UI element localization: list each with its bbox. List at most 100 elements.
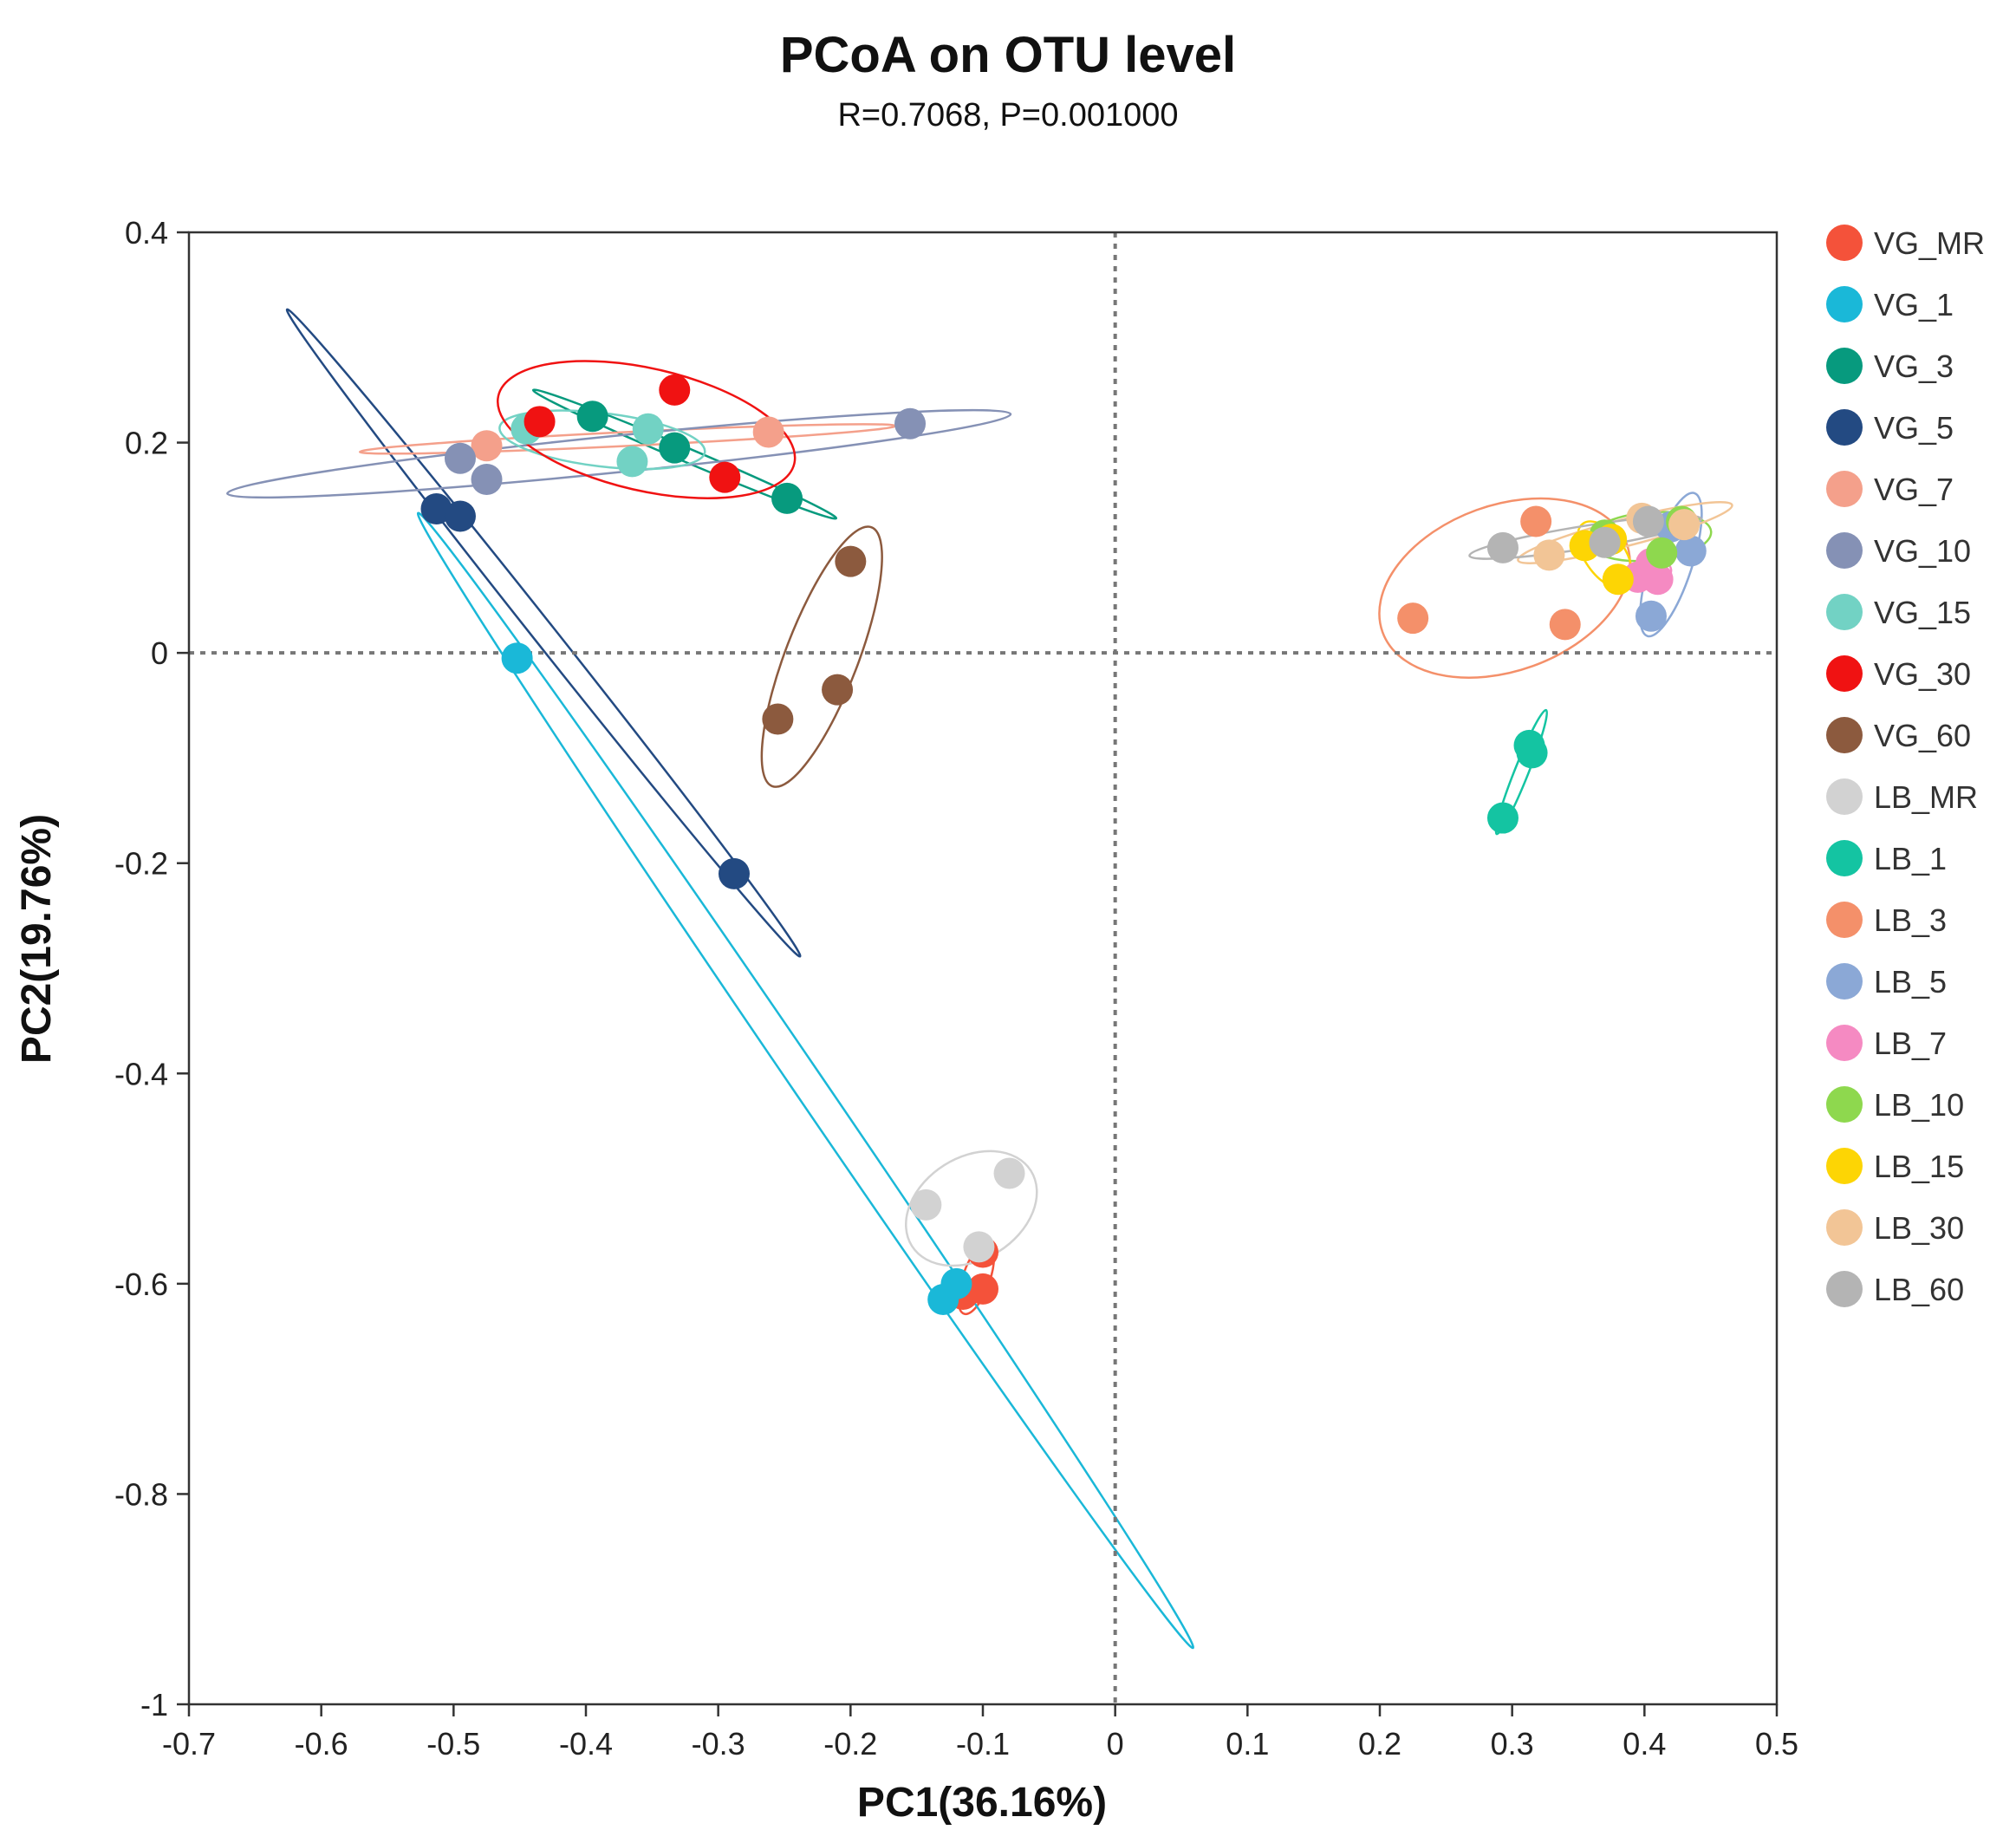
legend-label: LB_10 <box>1874 1087 1964 1123</box>
legend-label: LB_3 <box>1874 902 1947 938</box>
legend-marker <box>1826 532 1863 569</box>
legend-label: VG_60 <box>1874 718 1971 753</box>
legend-label: VG_30 <box>1874 656 1971 692</box>
point-LB_1 <box>1516 737 1548 769</box>
x-tick-label: 0.4 <box>1623 1726 1666 1762</box>
legend-marker <box>1826 1086 1863 1123</box>
point-VG_7 <box>471 430 503 462</box>
legend-item-LB_10: LB_10 <box>1826 1086 1964 1123</box>
legend-marker <box>1826 348 1863 384</box>
point-VG_3 <box>576 401 608 433</box>
legend-item-VG_5: VG_5 <box>1826 409 1954 446</box>
legend-item-VG_30: VG_30 <box>1826 655 1971 692</box>
y-tick-label: -0.6 <box>114 1267 168 1302</box>
legend-marker <box>1826 409 1863 446</box>
legend-item-LB_7: LB_7 <box>1826 1025 1947 1061</box>
axes: -0.7 -0.6 -0.5 -0.4 -0.3 -0.2 -0.1 0 0.1 0.2 0.3 0.… <box>114 215 1798 1762</box>
legend-item-VG_3: VG_3 <box>1826 348 1954 384</box>
ellipse-LB_3 <box>1378 497 1631 679</box>
legend-marker <box>1826 286 1863 322</box>
legend-label: LB_60 <box>1874 1272 1964 1307</box>
point-VG_15 <box>616 446 648 478</box>
legend-marker <box>1826 717 1863 753</box>
point-VG_3 <box>659 432 691 464</box>
point-VG_60 <box>835 545 867 577</box>
point-VG_5 <box>420 492 452 524</box>
point-LB_30 <box>1668 509 1701 541</box>
x-tick-label: 0 <box>1107 1726 1124 1762</box>
x-tick-label: 0.5 <box>1755 1726 1798 1762</box>
x-tick-label: -0.3 <box>692 1726 745 1762</box>
x-tick-label: 0.1 <box>1226 1726 1269 1762</box>
point-VG_15 <box>632 413 664 445</box>
legend-item-LB_3: LB_3 <box>1826 902 1947 938</box>
point-VG_1 <box>501 642 533 674</box>
y-tick-label: -0.2 <box>114 846 168 882</box>
point-LB_60 <box>1632 505 1664 537</box>
x-tick-label: -0.6 <box>295 1726 348 1762</box>
legend-label: VG_3 <box>1874 348 1954 384</box>
point-VG_60 <box>822 674 854 706</box>
point-VG_60 <box>762 703 794 735</box>
x-tick-label: 0.3 <box>1491 1726 1534 1762</box>
legend-marker <box>1826 963 1863 1000</box>
legend-marker <box>1826 1209 1863 1246</box>
ellipse-VG_1 <box>416 511 1194 1650</box>
point-VG_30 <box>659 374 691 406</box>
legend-marker <box>1826 471 1863 507</box>
point-LB_3 <box>1520 505 1552 537</box>
x-tick-label: -0.1 <box>956 1726 1010 1762</box>
y-tick-label: -0.4 <box>114 1056 168 1091</box>
legend-marker <box>1826 225 1863 261</box>
legend-item-VG_7: VG_7 <box>1826 471 1954 507</box>
legend-item-LB_15: LB_15 <box>1826 1148 1964 1184</box>
point-VG_MR <box>967 1273 998 1305</box>
legend-label: VG_10 <box>1874 533 1971 569</box>
data-points <box>420 374 1707 1316</box>
point-VG_3 <box>771 482 803 514</box>
y-tick-label: -1 <box>140 1687 168 1723</box>
point-LB_1 <box>1486 802 1519 834</box>
legend-item-LB_1: LB_1 <box>1826 840 1947 876</box>
ellipse-LB_1 <box>1494 708 1549 836</box>
ellipse-LB_MR <box>905 1149 1038 1267</box>
x-axis-label: PC1(36.16%) <box>857 1780 1107 1826</box>
reference-lines <box>189 232 1777 1704</box>
legend-label: VG_5 <box>1874 410 1954 446</box>
legend-item-VG_15: VG_15 <box>1826 594 1971 630</box>
legend-label: LB_7 <box>1874 1026 1947 1061</box>
legend-item-LB_MR: LB_MR <box>1826 778 1978 815</box>
point-VG_30 <box>524 406 556 438</box>
legend-item-LB_30: LB_30 <box>1826 1209 1964 1246</box>
legend-label: LB_1 <box>1874 841 1947 876</box>
point-LB_MR <box>993 1157 1025 1189</box>
y-tick-label: 0.2 <box>125 426 168 461</box>
legend-label: LB_15 <box>1874 1149 1964 1184</box>
point-LB_MR <box>910 1189 942 1221</box>
chart-title: PCoA on OTU level <box>779 27 1237 83</box>
point-VG_10 <box>471 464 503 496</box>
x-tick-label: 0.2 <box>1358 1726 1401 1762</box>
legend-label: VG_MR <box>1874 225 1985 261</box>
x-tick-label: -0.7 <box>162 1726 216 1762</box>
y-tick-label: 0 <box>151 635 168 671</box>
legend-item-VG_60: VG_60 <box>1826 717 1971 753</box>
legend-item-VG_MR: VG_MR <box>1826 225 1985 261</box>
point-LB_15 <box>1602 563 1634 596</box>
legend-label: VG_15 <box>1874 595 1971 630</box>
point-LB_3 <box>1397 602 1429 635</box>
x-tick-label: -0.4 <box>559 1726 613 1762</box>
legend-label: VG_7 <box>1874 472 1954 507</box>
point-VG_30 <box>709 461 741 493</box>
chart-subtitle: R=0.7068, P=0.001000 <box>837 97 1179 134</box>
point-LB_10 <box>1646 537 1678 569</box>
y-tick-label: 0.4 <box>125 215 168 251</box>
legend-label: VG_1 <box>1874 287 1954 322</box>
x-tick-label: -0.5 <box>426 1726 480 1762</box>
legend-label: LB_5 <box>1874 964 1947 1000</box>
point-VG_5 <box>718 857 750 889</box>
legend-item-VG_10: VG_10 <box>1826 532 1971 569</box>
legend-marker <box>1826 1271 1863 1307</box>
point-VG_7 <box>752 416 784 448</box>
